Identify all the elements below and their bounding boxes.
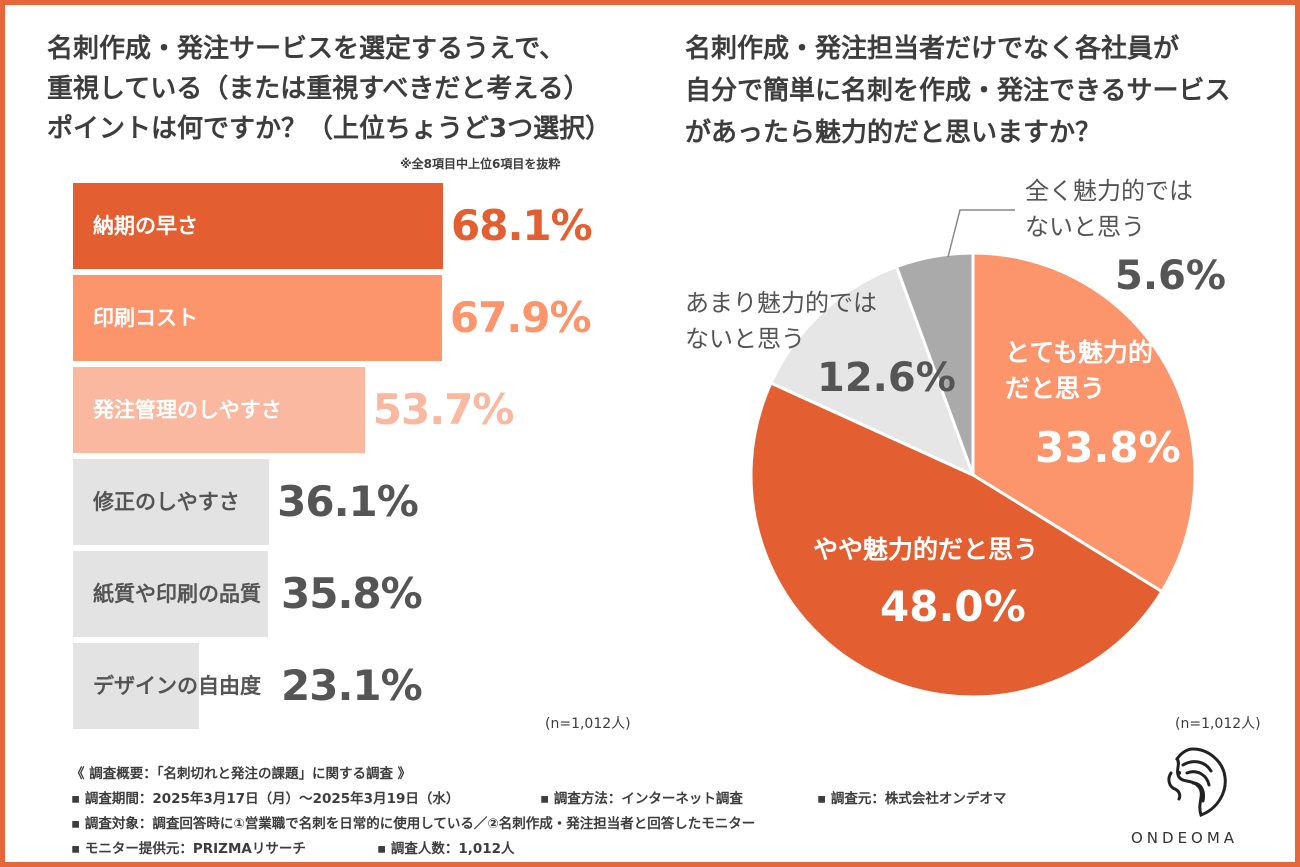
survey-provider: ▪ モニター提供元：PRIZMAリサーチ <box>71 841 306 857</box>
left-title-line-2: 重視している（または重視すべきだと考える） <box>47 74 590 104</box>
logo-wordmark: ONDEOMA <box>1131 829 1239 847</box>
pie-slice-3 <box>894 251 975 476</box>
right-n-label: (n=1,012人) <box>1175 716 1261 732</box>
bar-1 <box>73 275 442 361</box>
bar-value-5: 23.1% <box>281 661 423 710</box>
pie-slice-1 <box>749 381 1164 699</box>
pie-value-not-very-attractive: 12.6% <box>817 355 956 401</box>
bar-label-3: 修正のしやすさ <box>93 490 240 514</box>
pie-label-not-attractive: 全く魅力的では ないと思う <box>1025 177 1193 241</box>
pie-value-very-attractive: 33.8% <box>1035 423 1181 472</box>
bar-value-2: 53.7% <box>372 385 515 434</box>
bar-label-4: 紙質や印刷の品質 <box>93 582 261 606</box>
lion-head-icon <box>1167 747 1227 817</box>
bar-value-0: 68.1% <box>451 201 593 250</box>
bar-label-5: デザインの自由度 <box>93 674 261 698</box>
bar-value-4: 35.8% <box>281 569 423 618</box>
pie-value-somewhat-attractive: 48.0% <box>880 582 1026 631</box>
pie-slice-2 <box>768 264 976 478</box>
right-title-line-1: 名刺作成・発注担当者だけでなく各社員が <box>685 34 1180 64</box>
left-title-line-1: 名刺作成・発注サービスを選定するうえで、 <box>47 34 566 64</box>
survey-heading: 《 調査概要：「名刺切れと発注の課題」に関する調査 》 <box>71 766 412 782</box>
survey-method: ▪ 調査方法：インターネット調査 <box>540 791 743 807</box>
bar-4 <box>73 551 268 637</box>
pie-label-not-very-attractive: あまり魅力的では ないと思う <box>685 289 877 353</box>
survey-period: ▪ 調査期間：2025年3月17日（月）〜2025年3月19日（水） <box>71 791 460 807</box>
bar-5 <box>73 643 199 729</box>
bar-3 <box>73 459 270 545</box>
pie-slice-0 <box>971 251 1197 594</box>
right-title-line-3: があったら魅力的だと思いますか？ <box>685 118 1102 148</box>
bar-value-1: 67.9% <box>449 293 592 342</box>
pie-label-somewhat-attractive: やや魅力的だと思う <box>813 535 1039 564</box>
pie-chart <box>749 209 1197 699</box>
pie-leader-line <box>947 209 1015 258</box>
pie-label-very-attractive: とても魅力的 だと思う <box>1005 338 1154 403</box>
bar-label-0: 納期の早さ <box>93 214 198 238</box>
bar-label-1: 印刷コスト <box>93 306 198 330</box>
bar-label-2: 発注管理のしやすさ <box>93 398 282 422</box>
bar-2 <box>73 367 365 453</box>
bar-value-3: 36.1% <box>277 477 419 526</box>
right-title-line-2: 自分で簡単に名刺を作成・発注できるサービス <box>685 76 1231 106</box>
left-title-line-3: ポイントは何ですか？（上位ちょうど3つ選択） <box>47 114 612 144</box>
left-n-label: (n=1,012人) <box>545 716 631 732</box>
survey-target: ▪ 調査対象：調査回答時に①営業職で名刺を日常的に使用している／②名刺作成・発注… <box>71 816 756 832</box>
left-chart-note: ※全8項目中上位6項目を抜粋 <box>400 157 561 171</box>
bar-0 <box>73 183 443 269</box>
pie-value-not-attractive: 5.6% <box>1115 253 1226 299</box>
survey-source: ▪ 調査元：株式会社オンデオマ <box>817 791 1007 807</box>
survey-count: ▪ 調査人数：1,012人 <box>377 841 515 857</box>
